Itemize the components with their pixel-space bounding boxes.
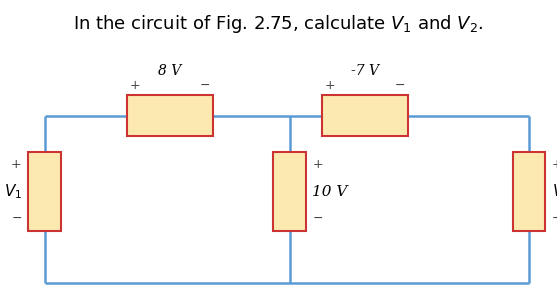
Bar bbox=[322, 95, 408, 136]
Text: −: − bbox=[312, 212, 323, 225]
Text: −: − bbox=[552, 212, 557, 225]
Text: −: − bbox=[11, 212, 22, 225]
Text: 8 V: 8 V bbox=[158, 64, 182, 78]
Text: −: − bbox=[395, 79, 405, 92]
Text: −: − bbox=[200, 79, 211, 92]
Bar bbox=[513, 152, 545, 231]
Bar bbox=[273, 152, 306, 231]
Text: In the circuit of Fig. 2.75, calculate $V_1$ and $V_2$.: In the circuit of Fig. 2.75, calculate $… bbox=[74, 13, 483, 35]
Text: $V_2$: $V_2$ bbox=[552, 182, 557, 201]
Bar bbox=[28, 152, 61, 231]
Text: 10 V: 10 V bbox=[312, 185, 348, 199]
Text: +: + bbox=[312, 158, 323, 171]
Text: +: + bbox=[11, 158, 22, 171]
Bar bbox=[126, 95, 213, 136]
Text: $V_1$: $V_1$ bbox=[3, 182, 22, 201]
Text: +: + bbox=[129, 79, 140, 92]
Text: +: + bbox=[324, 79, 335, 92]
Text: -7 V: -7 V bbox=[351, 64, 379, 78]
Text: +: + bbox=[552, 158, 557, 171]
